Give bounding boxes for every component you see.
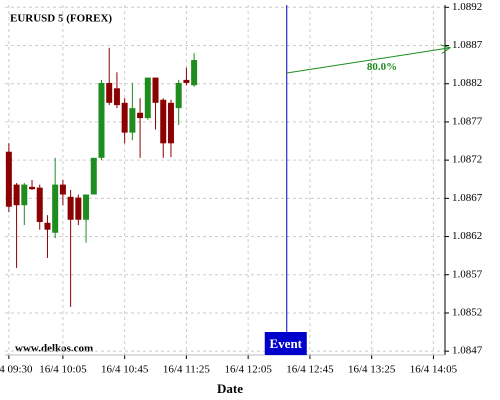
candle-body — [75, 197, 82, 220]
candle-body — [106, 82, 113, 103]
candle-body — [152, 77, 159, 103]
y-tick-label: 1.0862 — [452, 230, 482, 242]
arrow-head — [440, 44, 452, 54]
candle-body — [121, 102, 128, 133]
candle-body — [98, 82, 105, 158]
y-tick-label: 1.0887 — [452, 39, 483, 51]
x-tick-label: 16/4 09:30 — [0, 364, 33, 376]
candle-body — [67, 196, 74, 220]
candle-body — [44, 222, 51, 230]
y-tick-label: 1.0882 — [452, 77, 482, 89]
candle-body — [13, 184, 20, 206]
event-label: Event — [270, 336, 303, 351]
y-tick-label: 1.0877 — [452, 115, 483, 127]
y-tick-label: 1.0852 — [452, 307, 482, 319]
candle-body — [90, 157, 97, 195]
watermark: www.delkos.com — [15, 343, 93, 355]
candle-body — [83, 194, 90, 220]
candle-body — [113, 88, 120, 106]
candle-body — [137, 112, 144, 119]
candle-body — [160, 99, 167, 144]
y-tick-label: 1.0847 — [452, 345, 483, 357]
candle-body — [144, 77, 151, 119]
x-tick-label: 16/4 11:25 — [163, 364, 210, 376]
x-tick-label: 16/4 12:05 — [224, 364, 272, 376]
x-tick-label: 16/4 10:45 — [101, 364, 149, 376]
candle-body — [167, 102, 174, 144]
candle-body — [36, 187, 43, 223]
candle-body — [129, 108, 136, 133]
candle-body — [183, 79, 190, 83]
event-box — [264, 332, 307, 355]
x-axis-label: Date — [217, 381, 243, 396]
candle-body — [175, 82, 182, 109]
x-tick-label: 16/4 14:05 — [410, 364, 458, 376]
y-tick-label: 1.0867 — [452, 192, 483, 204]
chart-title: EURUSD 5 (FOREX) — [10, 13, 112, 25]
candle-body — [21, 184, 28, 206]
candle-body — [52, 184, 59, 233]
y-tick-label: 1.0857 — [452, 268, 483, 280]
x-tick-label: 16/4 13:25 — [348, 364, 396, 376]
candle-body — [59, 184, 66, 195]
candle-body — [29, 186, 36, 190]
candle-body — [191, 60, 198, 86]
event-arrow — [286, 47, 451, 74]
x-tick-label: 16/4 12:45 — [286, 364, 334, 376]
y-tick-label: 1.0892 — [452, 1, 482, 13]
x-tick-label: 16/4 10:05 — [39, 364, 87, 376]
arrow-label: 80.0% — [367, 61, 397, 73]
candle-body — [5, 151, 12, 207]
y-tick-label: 1.0872 — [452, 154, 482, 166]
